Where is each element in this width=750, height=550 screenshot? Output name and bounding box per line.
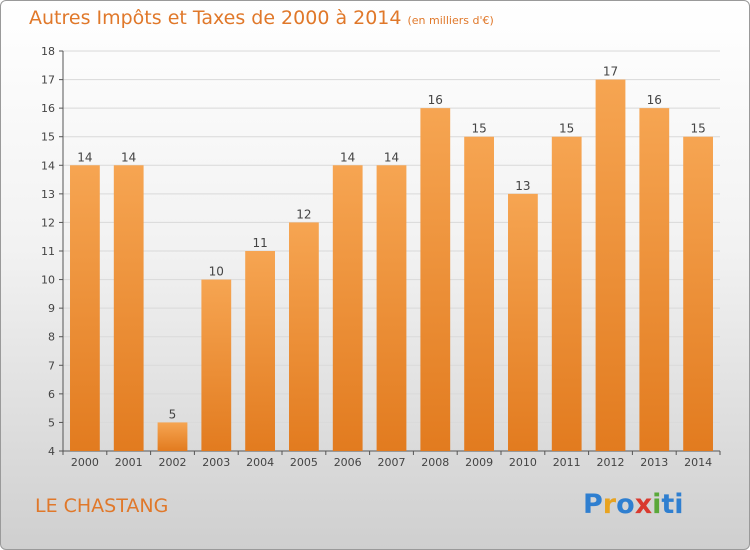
x-tick-label: 2000 (71, 456, 99, 469)
bar-2014 (683, 136, 713, 451)
data-label: 16 (428, 93, 443, 107)
y-tick-label: 13 (41, 188, 55, 201)
y-tick-label: 18 (41, 45, 55, 58)
x-tick-label: 2004 (246, 456, 274, 469)
bar-2006 (332, 165, 363, 452)
place-name: LE CHASTANG (35, 495, 169, 517)
y-tick-label: 11 (41, 245, 55, 258)
data-label: 12 (296, 207, 311, 221)
logo-letter: ti (661, 489, 684, 520)
data-label: 17 (603, 65, 618, 79)
y-tick-label: 14 (41, 159, 55, 172)
data-label: 5 (169, 407, 177, 421)
y-tick-label: 16 (41, 102, 55, 115)
bar-2003 (201, 279, 232, 451)
chart-title: Autres Impôts et Taxes de 2000 à 2014 (en… (29, 7, 494, 29)
data-label: 15 (559, 122, 574, 136)
data-labels: 14 14 5 10 11 12 14 14 16 15 13 15 17 16 15 (77, 65, 705, 422)
y-tick-label: 12 (41, 216, 55, 229)
x-tick-label: 2008 (421, 456, 449, 469)
y-tick-label: 8 (48, 331, 55, 344)
y-tick-label: 9 (48, 302, 55, 315)
x-tick-label: 2013 (640, 456, 668, 469)
data-label: 14 (77, 150, 92, 164)
x-tick-label: 2006 (334, 456, 362, 469)
x-tick-label: 2014 (684, 456, 712, 469)
y-tick-label: 17 (41, 74, 55, 87)
x-tick-label: 2010 (509, 456, 537, 469)
y-tick-label: 15 (41, 131, 55, 144)
data-label: 10 (209, 265, 224, 279)
bar-2008 (420, 108, 451, 452)
logo-letter: P (583, 489, 603, 520)
x-tick-label: 2011 (553, 456, 581, 469)
y-tick-label: 6 (48, 388, 55, 401)
data-label: 11 (252, 236, 267, 250)
data-label: 15 (690, 122, 705, 136)
x-tick-label: 2001 (115, 456, 143, 469)
bar-2009 (464, 136, 494, 451)
data-label: 14 (384, 150, 399, 164)
bar-2001 (113, 165, 144, 452)
bars (70, 79, 713, 452)
x-tick-label: 2007 (378, 456, 406, 469)
x-tick-label: 2009 (465, 456, 493, 469)
bar-2000 (70, 165, 100, 452)
bar-2007 (376, 165, 407, 452)
bar-2010 (508, 193, 538, 451)
y-tick-label: 5 (48, 416, 55, 429)
data-label: 13 (515, 179, 530, 193)
title-text: Autres Impôts et Taxes de 2000 à 2014 (29, 7, 402, 29)
bar-2004 (245, 251, 275, 451)
y-tick-label: 10 (41, 274, 55, 287)
y-tick-label: 7 (48, 359, 55, 372)
logo-letter: i (652, 489, 662, 520)
chart-subtitle: (en milliers d'€) (407, 14, 494, 27)
bar-2005 (289, 222, 319, 451)
bar-2002 (157, 422, 188, 451)
x-tick-label: 2003 (202, 456, 230, 469)
data-label: 14 (340, 150, 355, 164)
data-label: 14 (121, 150, 136, 164)
data-label: 16 (647, 93, 662, 107)
logo-letter: x (634, 489, 653, 520)
bar-2012 (595, 79, 626, 452)
x-tick-label: 2012 (597, 456, 625, 469)
data-label: 15 (471, 122, 486, 136)
y-tick-label: 4 (48, 445, 55, 458)
proxiti-logo: Proxiti (583, 489, 684, 520)
bar-2011 (551, 136, 582, 451)
x-tick-label: 2002 (159, 456, 187, 469)
logo-letter: o (616, 489, 635, 520)
x-tick-label: 2005 (290, 456, 318, 469)
logo-letter: r (602, 489, 617, 520)
bar-2013 (639, 108, 670, 452)
